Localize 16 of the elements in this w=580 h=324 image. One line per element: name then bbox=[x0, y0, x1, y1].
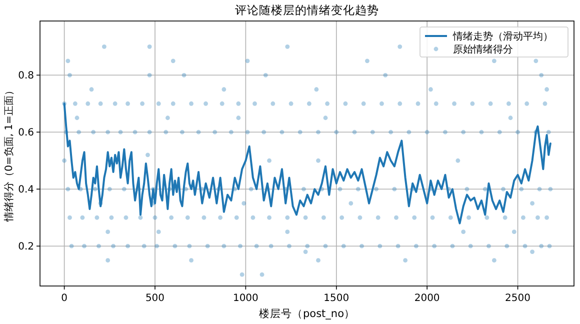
chart-title: 评论随楼层的情绪变化趋势 bbox=[235, 3, 379, 17]
y-tick-label: 0.4 bbox=[18, 184, 34, 196]
x-tick-label: 500 bbox=[145, 293, 165, 304]
legend-label: 情绪走势（滑动平均） bbox=[452, 30, 553, 42]
y-tick-label: 0.8 bbox=[18, 70, 34, 82]
y-axis-title: 情绪得分（0=负面, 1=正面） bbox=[3, 86, 15, 222]
x-axis-title: 楼层号（post_no） bbox=[258, 307, 356, 320]
x-tick-label: 2500 bbox=[505, 293, 530, 304]
legend-label: 原始情绪得分 bbox=[453, 44, 513, 56]
x-tick-label: 2000 bbox=[414, 293, 440, 304]
y-tick-label: 0.6 bbox=[18, 128, 34, 139]
x-tick-label: 0 bbox=[61, 293, 68, 304]
line-series bbox=[63, 102, 552, 224]
y-tick-label: 0.2 bbox=[18, 242, 34, 253]
x-tick-label: 1500 bbox=[324, 293, 350, 304]
x-tick-label: 1000 bbox=[232, 293, 258, 304]
